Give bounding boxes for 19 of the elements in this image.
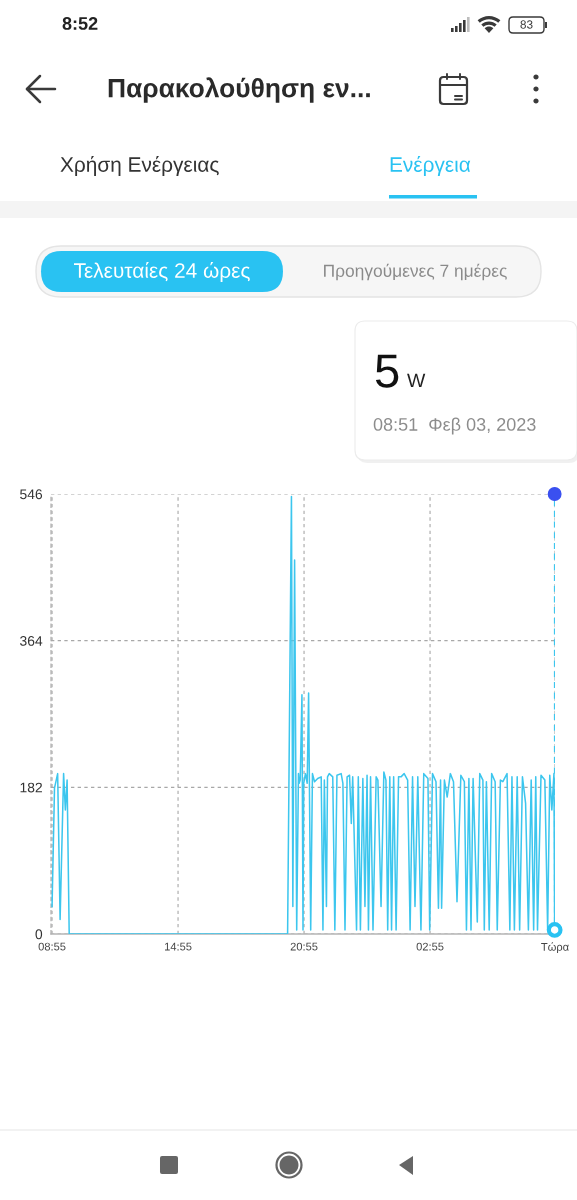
text: 5 — [375, 354, 399, 388]
text: W — [407, 373, 426, 388]
x-tick-label: 08:55 — [38, 942, 66, 951]
text: 83 — [520, 20, 533, 29]
x-tick-label: Τώρα — [541, 942, 569, 954]
y-tick-label: 364 — [20, 636, 43, 646]
x-tick-label: 20:55 — [290, 942, 318, 951]
x-tick-label: 02:55 — [416, 942, 444, 951]
y-tick-label: 546 — [20, 489, 43, 500]
text: Προηγούμενες 7 ημέρες — [324, 263, 507, 281]
text: 08:51 Φεβ 03, 2023 — [373, 417, 536, 435]
y-tick-label: 182 — [20, 782, 42, 793]
text: Ενέργεια — [390, 155, 471, 177]
y-tick-label: 0 — [35, 929, 43, 940]
text: 8:52 — [62, 17, 98, 30]
x-tick-label: 14:55 — [165, 942, 192, 951]
chart-title: Παρακολούθηση εν... — [108, 77, 370, 103]
text: Τελευταίες 24 ώρες — [73, 261, 250, 283]
text: Χρήση Ενέργειας — [60, 155, 219, 177]
